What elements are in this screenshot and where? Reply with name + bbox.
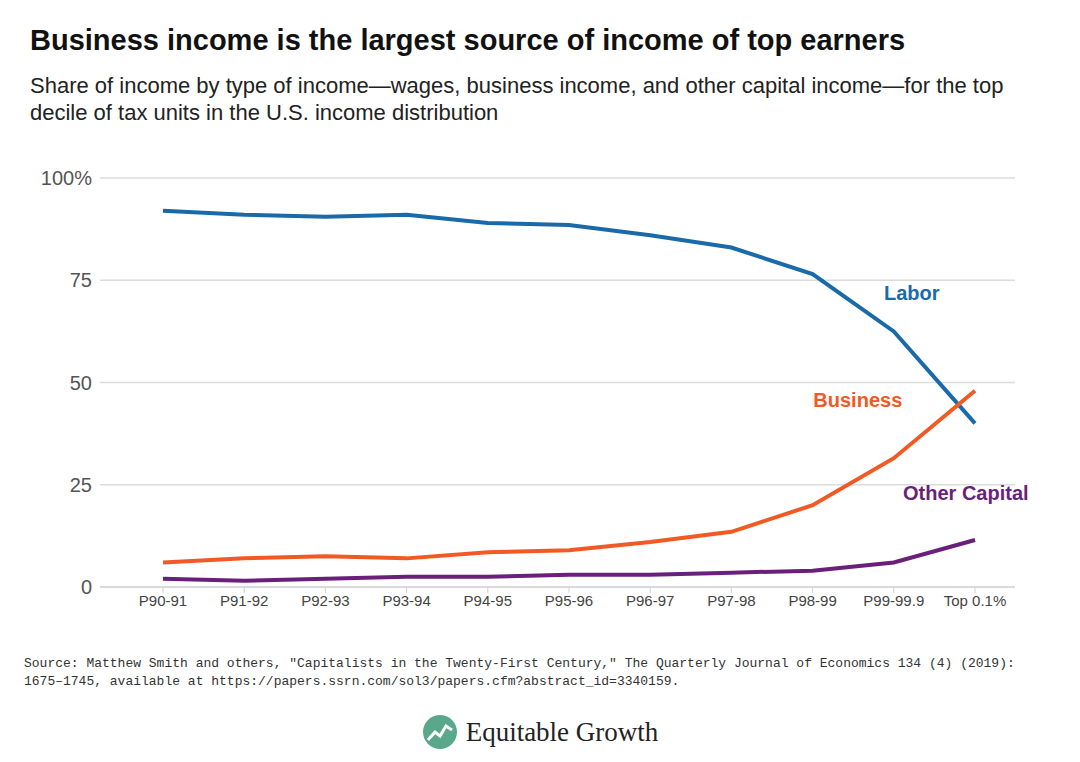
svg-text:P92-93: P92-93 <box>301 592 349 609</box>
svg-text:P95-96: P95-96 <box>545 592 593 609</box>
html-text:Equitable Growth: Equitable Growth <box>465 716 659 747</box>
svg-text:0: 0 <box>81 576 92 598</box>
svg-text:Top 0.1%: Top 0.1% <box>944 592 1007 609</box>
svg-text:75: 75 <box>70 269 92 291</box>
svg-text:P90-91: P90-91 <box>139 592 187 609</box>
html-text:Share of income by type of inc: Share of income by type of income—wages,… <box>30 73 1004 125</box>
svg-text:Labor: Labor <box>884 282 940 304</box>
html-text:Business income is the largest: Business income is the largest source of… <box>30 24 906 56</box>
svg-text:Business: Business <box>813 389 902 411</box>
svg-text:25: 25 <box>70 474 92 496</box>
svg-text:100%: 100% <box>41 167 92 189</box>
svg-text:Other Capital: Other Capital <box>903 482 1029 504</box>
svg-text:P91-92: P91-92 <box>220 592 268 609</box>
svg-text:P97-98: P97-98 <box>707 592 755 609</box>
svg-text:P93-94: P93-94 <box>382 592 430 609</box>
html-text:Source: Matthew Smith and othe: Source: Matthew Smith and others, "Capit… <box>24 656 1015 689</box>
svg-text:P98-99: P98-99 <box>788 592 836 609</box>
svg-text:P99-99.9: P99-99.9 <box>863 592 924 609</box>
svg-text:P94-95: P94-95 <box>464 592 512 609</box>
svg-text:P96-97: P96-97 <box>626 592 674 609</box>
svg-text:50: 50 <box>70 372 92 394</box>
